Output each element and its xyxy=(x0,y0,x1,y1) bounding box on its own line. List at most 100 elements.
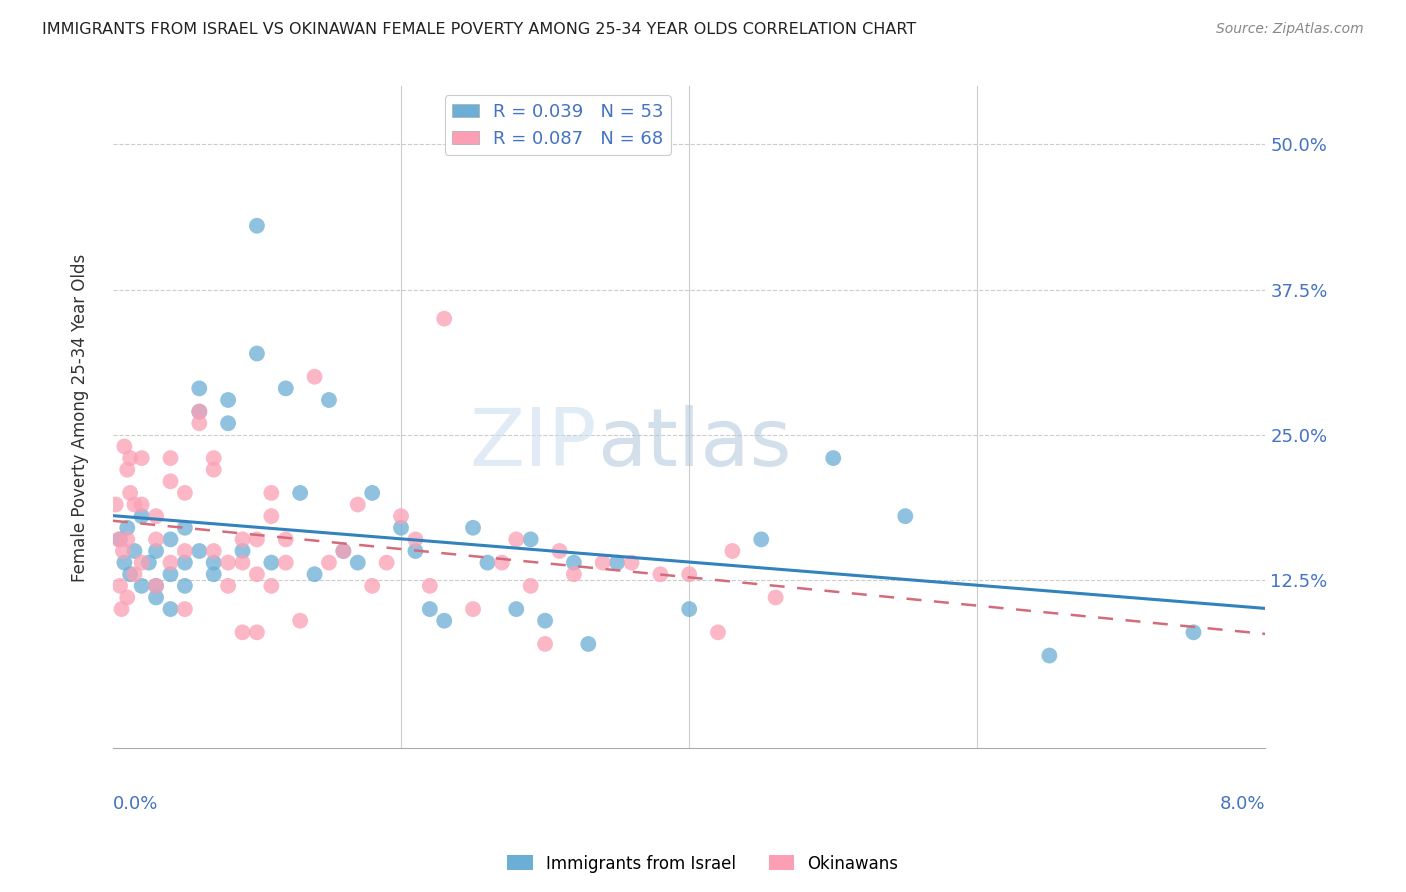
Point xyxy=(707,625,730,640)
Text: IMMIGRANTS FROM ISRAEL VS OKINAWAN FEMALE POVERTY AMONG 25-34 YEAR OLDS CORRELAT: IMMIGRANTS FROM ISRAEL VS OKINAWAN FEMAL… xyxy=(42,22,917,37)
Point xyxy=(678,602,700,616)
Point xyxy=(519,579,541,593)
Point xyxy=(461,602,484,616)
Text: 8.0%: 8.0% xyxy=(1220,795,1265,813)
Y-axis label: Female Poverty Among 25-34 Year Olds: Female Poverty Among 25-34 Year Olds xyxy=(72,253,89,582)
Point xyxy=(131,556,153,570)
Point xyxy=(174,602,197,616)
Point xyxy=(260,556,283,570)
Point xyxy=(202,463,225,477)
Point xyxy=(246,567,269,582)
Point xyxy=(131,451,153,466)
Point xyxy=(120,567,142,582)
Point xyxy=(159,475,181,489)
Point xyxy=(131,498,153,512)
Point xyxy=(145,533,167,547)
Point xyxy=(477,556,499,570)
Point xyxy=(246,625,269,640)
Point xyxy=(765,591,787,605)
Point xyxy=(534,637,557,651)
Legend: Immigrants from Israel, Okinawans: Immigrants from Israel, Okinawans xyxy=(501,848,905,880)
Point xyxy=(332,544,354,558)
Point xyxy=(217,416,239,430)
Point xyxy=(124,567,146,582)
Point xyxy=(389,509,412,524)
Point xyxy=(217,556,239,570)
Point xyxy=(678,567,700,582)
Point xyxy=(174,486,197,500)
Point xyxy=(174,579,197,593)
Point xyxy=(534,614,557,628)
Point xyxy=(112,440,135,454)
Point xyxy=(505,602,527,616)
Point xyxy=(318,556,340,570)
Point xyxy=(104,498,127,512)
Point xyxy=(404,544,426,558)
Point xyxy=(111,544,134,558)
Point xyxy=(159,556,181,570)
Point xyxy=(202,556,225,570)
Point xyxy=(231,556,253,570)
Point xyxy=(361,579,384,593)
Point xyxy=(217,579,239,593)
Point xyxy=(433,311,456,326)
Point xyxy=(231,533,253,547)
Point xyxy=(562,567,585,582)
Point xyxy=(174,544,197,558)
Point xyxy=(304,567,326,582)
Point xyxy=(108,533,131,547)
Point xyxy=(188,544,211,558)
Point xyxy=(117,591,139,605)
Point xyxy=(202,544,225,558)
Point xyxy=(188,416,211,430)
Point xyxy=(894,509,917,524)
Point xyxy=(823,451,845,466)
Point xyxy=(274,381,297,395)
Point xyxy=(159,533,181,547)
Text: atlas: atlas xyxy=(598,405,792,483)
Point xyxy=(174,556,197,570)
Point xyxy=(246,219,269,233)
Point xyxy=(202,567,225,582)
Point xyxy=(159,602,181,616)
Point xyxy=(274,556,297,570)
Point xyxy=(246,533,269,547)
Point xyxy=(433,614,456,628)
Legend: R = 0.039   N = 53, R = 0.087   N = 68: R = 0.039 N = 53, R = 0.087 N = 68 xyxy=(444,95,671,155)
Point xyxy=(112,556,135,570)
Point xyxy=(231,544,253,558)
Point xyxy=(389,521,412,535)
Point xyxy=(174,521,197,535)
Point xyxy=(361,486,384,500)
Point xyxy=(231,625,253,640)
Point xyxy=(202,451,225,466)
Point xyxy=(124,498,146,512)
Point xyxy=(562,556,585,570)
Point xyxy=(346,498,368,512)
Point xyxy=(650,567,672,582)
Point xyxy=(288,486,311,500)
Point xyxy=(419,602,441,616)
Point xyxy=(318,392,340,407)
Point xyxy=(576,637,599,651)
Point xyxy=(117,463,139,477)
Point xyxy=(145,579,167,593)
Point xyxy=(304,369,326,384)
Point xyxy=(375,556,398,570)
Point xyxy=(346,556,368,570)
Point xyxy=(131,579,153,593)
Point xyxy=(145,591,167,605)
Point xyxy=(548,544,571,558)
Point xyxy=(461,521,484,535)
Point xyxy=(274,533,297,547)
Point xyxy=(107,533,129,547)
Text: Source: ZipAtlas.com: Source: ZipAtlas.com xyxy=(1216,22,1364,37)
Point xyxy=(404,533,426,547)
Point xyxy=(749,533,772,547)
Point xyxy=(124,544,146,558)
Point xyxy=(188,404,211,418)
Point xyxy=(188,404,211,418)
Point xyxy=(159,451,181,466)
Point xyxy=(110,602,132,616)
Point xyxy=(288,614,311,628)
